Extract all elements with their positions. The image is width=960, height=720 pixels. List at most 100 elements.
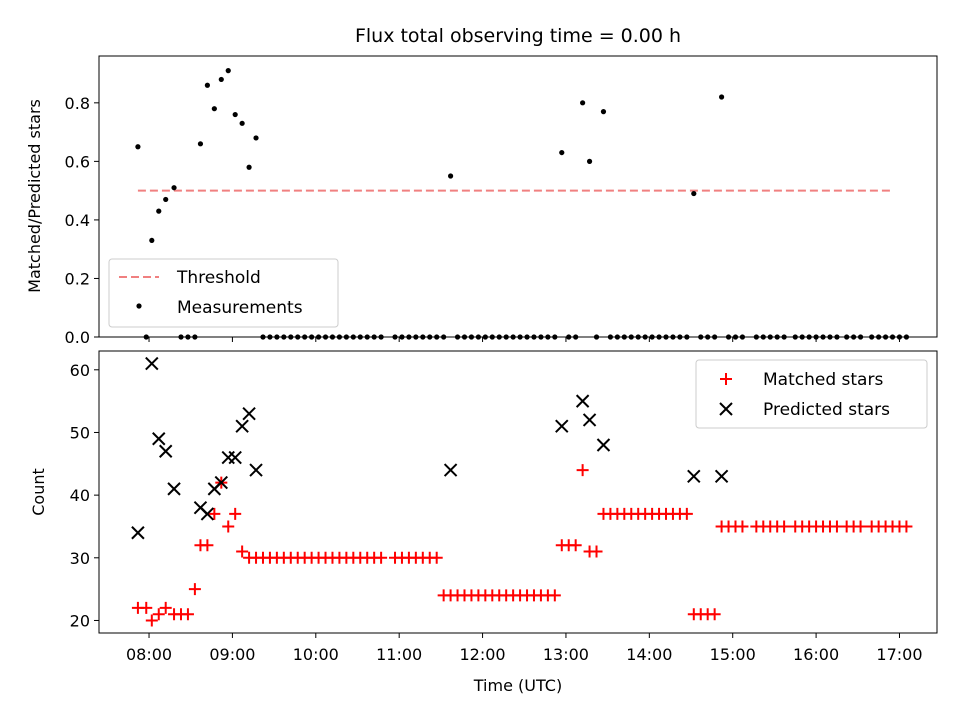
matched-star-point bbox=[159, 601, 172, 614]
x-tick-label: 09:00 bbox=[209, 645, 255, 664]
bottom-y-tick-label: 50 bbox=[70, 423, 90, 442]
matched-star-point bbox=[375, 551, 388, 564]
matched-star-point bbox=[569, 539, 582, 552]
predicted-star-point bbox=[200, 507, 215, 521]
matched-star-point bbox=[900, 520, 913, 533]
matched-star-point bbox=[181, 608, 194, 621]
x-tick-label: 13:00 bbox=[543, 645, 589, 664]
predicted-star-point bbox=[582, 413, 597, 427]
chart-title: Flux total observing time = 0.00 h bbox=[355, 25, 681, 47]
predicted-star-point bbox=[714, 469, 729, 484]
matched-star-point bbox=[145, 614, 158, 627]
bottom-legend: Matched stars Predicted stars bbox=[695, 359, 928, 429]
measurement-point bbox=[559, 149, 565, 156]
top-legend-box bbox=[108, 258, 339, 328]
predicted-star-point bbox=[214, 475, 229, 490]
x-tick-label: 17:00 bbox=[876, 645, 922, 664]
measurement-point bbox=[218, 76, 224, 83]
top-y-tick-label: 0.6 bbox=[65, 152, 90, 171]
legend-predicted-label: Predicted stars bbox=[763, 400, 890, 420]
predicted-star-point bbox=[167, 482, 181, 496]
bottom-x-ticks: 08:00 09:00 10:00 11:00 12:00 13:00 14:00 15:00… bbox=[126, 633, 923, 664]
bottom-legend-box bbox=[695, 359, 928, 429]
matched-star-point bbox=[854, 520, 867, 533]
bottom-marks bbox=[131, 356, 913, 627]
predicted-star-point bbox=[242, 406, 256, 421]
measurement-point bbox=[232, 111, 238, 118]
top-y-tick-label: 0.8 bbox=[65, 94, 90, 113]
bottom-y-tick-label: 20 bbox=[70, 611, 90, 630]
bottom-y-tick-label: 60 bbox=[70, 361, 90, 380]
matched-star-point bbox=[140, 601, 153, 614]
legend-threshold-label: Threshold bbox=[176, 268, 261, 288]
predicted-star-point bbox=[221, 450, 235, 465]
predicted-star-point bbox=[152, 432, 166, 446]
x-tick-label: 08:00 bbox=[126, 645, 172, 664]
measurement-point bbox=[197, 141, 204, 147]
measurement-point bbox=[135, 144, 141, 150]
measurement-point bbox=[225, 68, 231, 74]
measurement-point bbox=[246, 164, 252, 170]
x-tick-label: 15:00 bbox=[710, 645, 756, 664]
measurement-point bbox=[211, 106, 217, 112]
x-tick-label: 10:00 bbox=[293, 645, 339, 664]
top-y-tick-label: 0.2 bbox=[65, 269, 90, 288]
matched-star-point bbox=[208, 507, 221, 520]
bottom-panel: 20 30 40 50 60 08:00 09:00 10:00 11:00 12:00 13:0… bbox=[29, 350, 938, 695]
measurement-point bbox=[691, 190, 697, 197]
x-tick-label: 11:00 bbox=[376, 645, 422, 664]
x-tick-label: 16:00 bbox=[793, 645, 839, 664]
matched-star-point bbox=[188, 583, 201, 596]
x-tick-label: 14:00 bbox=[626, 645, 672, 664]
measurement-point bbox=[156, 208, 162, 214]
legend-measurements-label: Measurements bbox=[177, 298, 303, 318]
legend-predicted-swatch bbox=[719, 402, 733, 416]
matched-star-point bbox=[576, 464, 589, 477]
predicted-star-point bbox=[145, 356, 159, 371]
legend-matched-swatch bbox=[720, 373, 732, 385]
measurement-point bbox=[239, 120, 245, 126]
measurement-point bbox=[149, 237, 155, 244]
predicted-star-point bbox=[158, 444, 173, 458]
measurement-point bbox=[163, 196, 169, 203]
predicted-star-point bbox=[249, 463, 263, 477]
bottom-y-tick-label: 30 bbox=[70, 549, 90, 568]
predicted-star-point bbox=[687, 469, 701, 484]
predicted-star-point bbox=[555, 419, 569, 433]
matched-star-point bbox=[236, 545, 249, 558]
measurement-point bbox=[204, 82, 210, 88]
matched-star-point bbox=[736, 520, 749, 533]
top-y-tick-label: 0.4 bbox=[65, 211, 90, 230]
predicted-star-point bbox=[575, 394, 590, 408]
top-plot-frame bbox=[98, 55, 938, 338]
matched-star-point bbox=[152, 608, 165, 621]
matched-star-point bbox=[708, 608, 721, 621]
bottom-y-axis-label: Count bbox=[29, 468, 48, 516]
measurement-point bbox=[447, 173, 454, 179]
measurement-point bbox=[253, 135, 259, 141]
predicted-star-point bbox=[235, 419, 249, 433]
matched-star-point bbox=[430, 551, 443, 564]
measurement-point bbox=[580, 100, 586, 106]
predicted-star-point bbox=[228, 450, 242, 465]
top-y-ticks: 0.0 0.2 0.4 0.6 0.8 bbox=[65, 94, 99, 347]
x-axis-label: Time (UTC) bbox=[473, 676, 562, 695]
matched-star-point bbox=[222, 520, 235, 533]
top-legend: Threshold Measurements bbox=[108, 258, 339, 328]
x-tick-label: 12:00 bbox=[460, 645, 506, 664]
matched-star-point bbox=[778, 520, 791, 533]
measurement-point bbox=[600, 109, 607, 115]
predicted-star-point bbox=[443, 463, 458, 477]
bottom-plot-frame bbox=[98, 350, 938, 634]
measurement-point bbox=[718, 94, 725, 100]
matched-star-point bbox=[201, 539, 214, 552]
top-x-ticks bbox=[148, 337, 900, 342]
measurement-point bbox=[586, 158, 593, 164]
matched-star-point bbox=[680, 507, 693, 520]
legend-matched-label: Matched stars bbox=[763, 370, 883, 390]
legend-measurements-swatch bbox=[136, 303, 142, 309]
predicted-star-point bbox=[131, 526, 145, 540]
predicted-star-point bbox=[596, 438, 611, 452]
top-panel: 0.00.20.40.60.8 Matched/Predicted stars … bbox=[25, 55, 938, 347]
